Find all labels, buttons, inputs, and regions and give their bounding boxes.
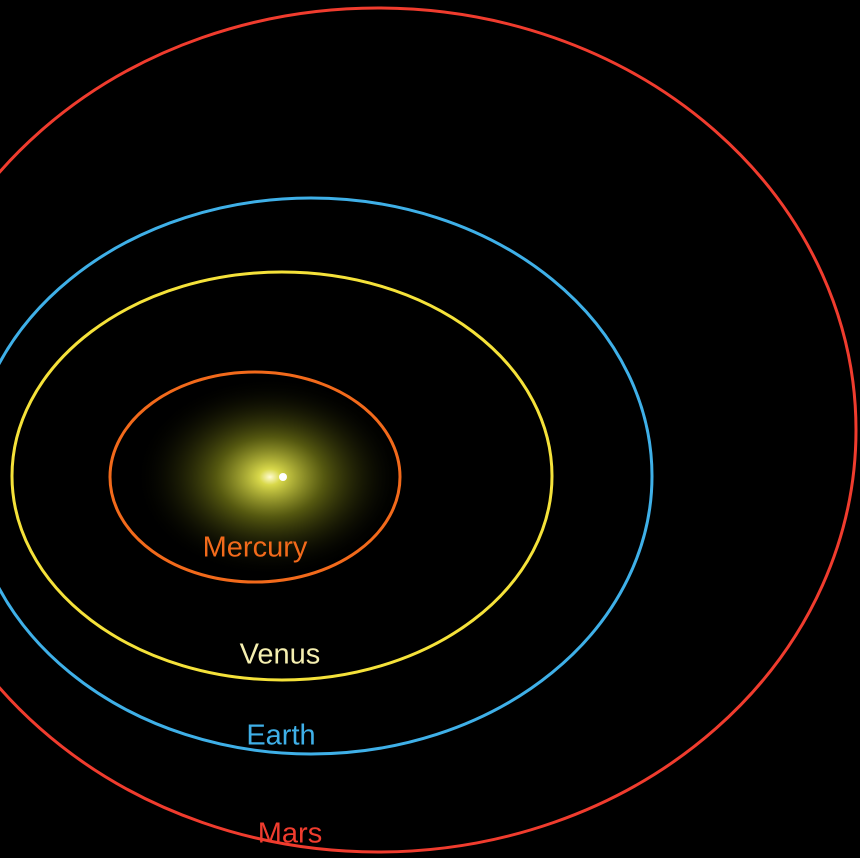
- orbit-diagram: Mercury Venus Earth Mars: [0, 0, 860, 858]
- mercury-label: Mercury: [203, 532, 308, 564]
- background: [0, 0, 860, 858]
- sun: [279, 473, 287, 481]
- mars-label: Mars: [258, 818, 322, 850]
- venus-label: Venus: [240, 639, 321, 671]
- earth-label: Earth: [246, 720, 315, 752]
